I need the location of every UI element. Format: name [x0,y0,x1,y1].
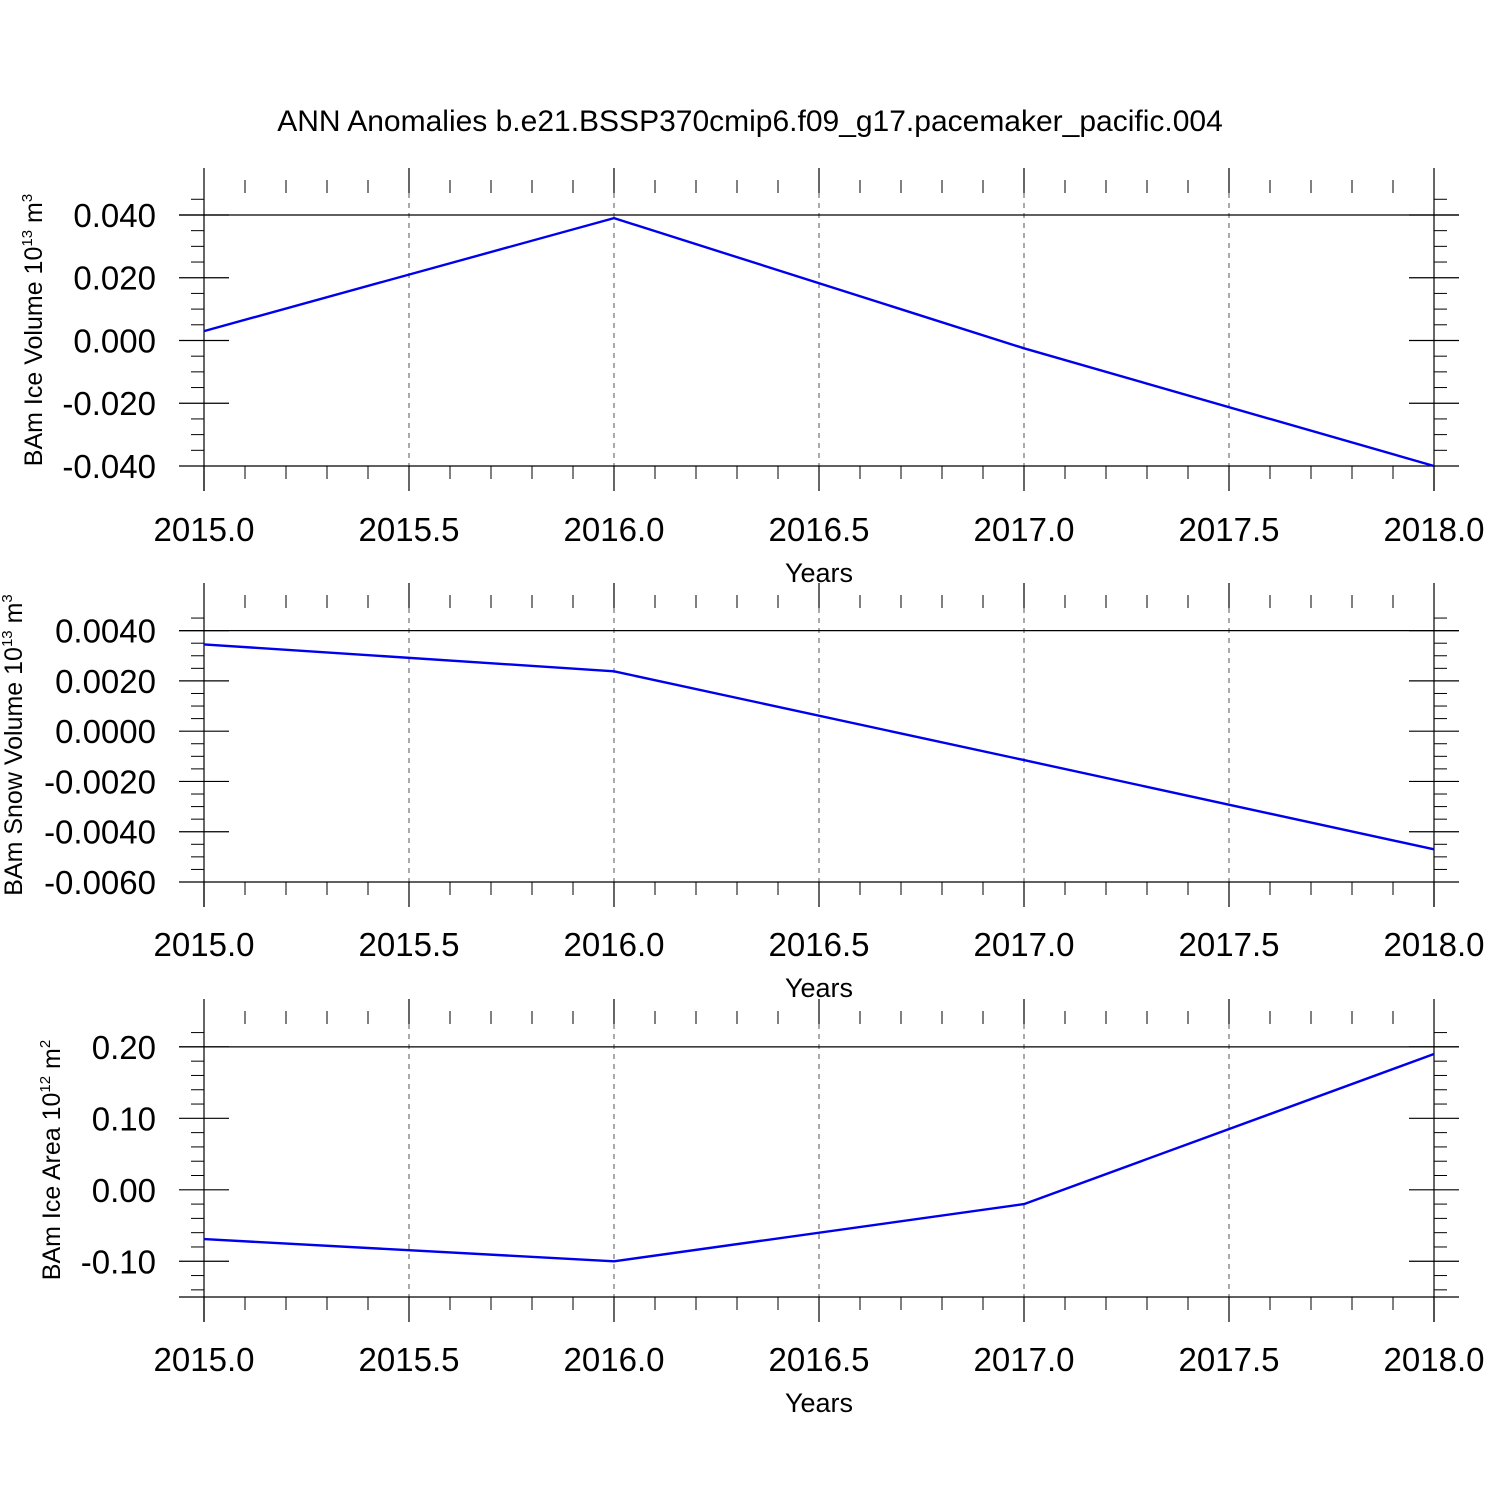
x-tick-label: 2015.0 [154,1341,255,1378]
y-tick-label: 0.020 [73,260,156,297]
y-tick-label: 0.040 [73,197,156,234]
x-axis-title: Years [785,1388,853,1418]
series-line [203,1052,1435,1263]
x-tick-label: 2016.5 [769,926,870,963]
x-tick-label: 2017.5 [1179,511,1280,548]
x-tick-label: 2016.0 [564,926,665,963]
y-axis-title: BAm Ice Volume 1013 m3 [19,194,48,466]
x-tick-label: 2015.5 [359,926,460,963]
series-line [203,216,1435,468]
y-axis-title-exponent: 13 [19,230,36,247]
y-axis-title-unit: m [38,1048,66,1076]
panel-1: 0.040 0.020 0.000 -0.020 -0.040 2015.0 2015.5 2… [19,168,1484,588]
y-tick-label: -0.0040 [44,814,156,851]
y-axis-title-exponent: 12 [37,1076,54,1093]
x-tick-label: 2018.0 [1384,1341,1485,1378]
x-tick-label: 2017.0 [974,1341,1075,1378]
x-tick-label: 2016.0 [564,511,665,548]
y-axis-title-unit: m [20,202,48,230]
y-tick-label: -0.0060 [44,864,156,901]
x-axis-title: Years [785,973,853,1003]
x-tick-label: 2016.0 [564,1341,665,1378]
y-tick-label: 0.10 [92,1100,156,1137]
y-axis-title: BAm Ice Area 1012 m2 [37,1040,66,1280]
x-tick-label: 2017.0 [974,926,1075,963]
x-tick-label: 2018.0 [1384,926,1485,963]
y-axis-title-unit-exponent: 3 [0,594,16,602]
y-axis-title-exponent: 13 [0,630,16,647]
y-tick-label: -0.020 [62,385,156,422]
x-tick-label: 2015.0 [154,511,255,548]
y-tick-label: 0.00 [92,1172,156,1209]
y-tick-label: 0.0040 [55,613,156,650]
y-axis-title-text: BAm Ice Area 10 [38,1093,66,1281]
y-axis-title-unit: m [0,603,28,631]
y-axis-title: BAm Snow Volume 1013 m3 [0,594,28,896]
y-tick-label: 0.20 [92,1029,156,1066]
y-tick-label: -0.10 [81,1243,156,1280]
x-tick-label: 2015.5 [359,511,460,548]
x-tick-label: 2016.5 [769,1341,870,1378]
x-tick-label: 2016.5 [769,511,870,548]
x-tick-label: 2017.5 [1179,926,1280,963]
panel-3: 0.20 0.10 0.00 -0.10 2015.0 2015.5 2016.0 2016.… [37,999,1484,1418]
y-tick-label: -0.0020 [44,763,156,800]
y-tick-label: 0.0020 [55,663,156,700]
series-line [203,643,1435,851]
y-tick-label: -0.040 [62,448,156,485]
x-tick-label: 2017.5 [1179,1341,1280,1378]
x-tick-label: 2018.0 [1384,511,1485,548]
y-axis-title-text: BAm Ice Volume 10 [20,247,48,467]
panel-2: 0.0040 0.0020 0.0000 -0.0020 -0.0040 -0.0060 2… [0,583,1484,1003]
y-axis-title-text: BAm Snow Volume 10 [0,647,28,896]
y-axis-title-unit-exponent: 3 [19,194,36,202]
y-tick-label: 0.000 [73,322,156,359]
x-tick-label: 2015.0 [154,926,255,963]
y-axis-title-unit-exponent: 2 [37,1040,54,1048]
figure-title: ANN Anomalies b.e21.BSSP370cmip6.f09_g17… [277,105,1223,138]
y-tick-label: 0.0000 [55,713,156,750]
panels: 0.040 0.020 0.000 -0.020 -0.040 2015.0 2015.5 2… [0,168,1484,1418]
x-tick-label: 2015.5 [359,1341,460,1378]
x-tick-label: 2017.0 [974,511,1075,548]
